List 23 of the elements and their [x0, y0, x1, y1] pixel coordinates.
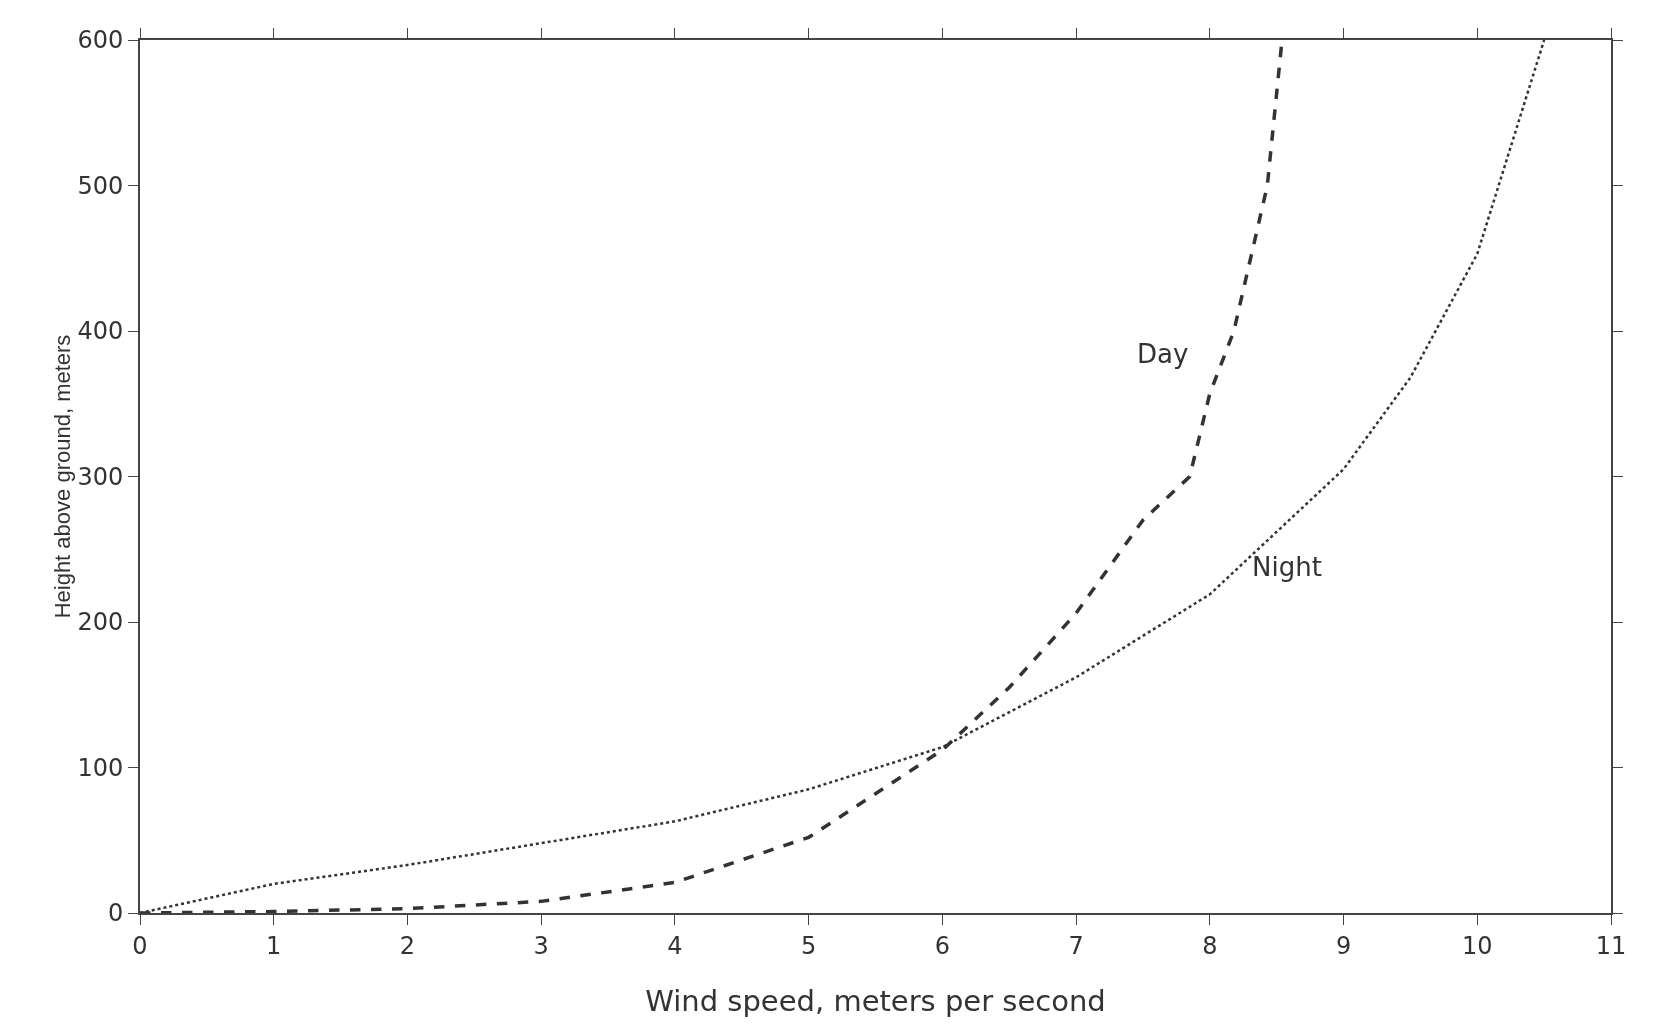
y-tick-label: 0	[107, 899, 124, 928]
x-tick-label: 7	[1068, 931, 1084, 960]
x-tick-label: 5	[801, 931, 817, 960]
x-tick-label: 9	[1335, 931, 1352, 960]
y-tick-label: 100	[77, 753, 124, 782]
x-tick-label: 10	[1462, 931, 1493, 960]
x-tick-label: 2	[399, 931, 416, 960]
x-axis-title: Wind speed, meters per second	[645, 984, 1106, 1018]
y-tick-label: 600	[77, 26, 124, 55]
x-tick-label: 6	[934, 931, 950, 960]
y-tick-label: 300	[77, 462, 124, 491]
x-tick-label: 1	[266, 931, 282, 960]
series-label: Day	[1137, 339, 1189, 369]
x-tick-label: 11	[1595, 931, 1627, 960]
y-tick-label: 500	[77, 171, 124, 200]
y-tick-label: 200	[77, 608, 124, 637]
x-tick-label: 8	[1202, 931, 1218, 960]
x-tick-label: 0	[132, 931, 148, 960]
series-label: Night	[1252, 552, 1322, 582]
x-tick-label: 3	[533, 931, 549, 960]
y-axis-title: Height above ground, meters	[50, 334, 76, 619]
x-tick-label: 4	[667, 931, 683, 960]
y-tick-label: 400	[77, 317, 124, 346]
